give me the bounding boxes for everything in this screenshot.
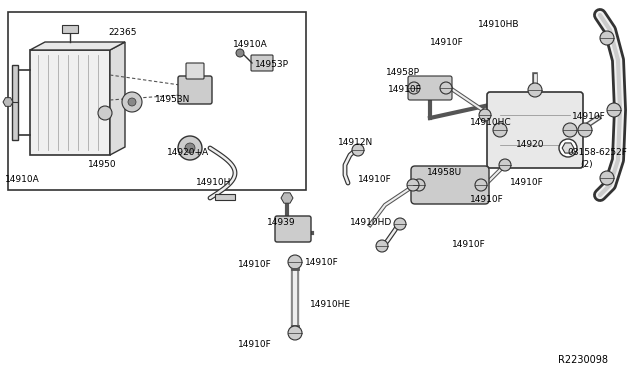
Text: 14920+A: 14920+A xyxy=(167,148,209,157)
FancyBboxPatch shape xyxy=(30,50,110,155)
Circle shape xyxy=(288,326,302,340)
Text: 14920: 14920 xyxy=(516,140,545,149)
Text: 14910HE: 14910HE xyxy=(310,300,351,309)
Circle shape xyxy=(607,103,621,117)
Text: 14910HB: 14910HB xyxy=(478,20,520,29)
FancyBboxPatch shape xyxy=(186,63,204,79)
Bar xyxy=(62,25,78,33)
Text: 14910HC: 14910HC xyxy=(470,118,511,127)
Circle shape xyxy=(413,179,425,191)
Text: 14953N: 14953N xyxy=(155,95,190,104)
FancyBboxPatch shape xyxy=(275,216,311,242)
Circle shape xyxy=(493,123,507,137)
Circle shape xyxy=(185,143,195,153)
Polygon shape xyxy=(30,42,125,50)
FancyBboxPatch shape xyxy=(408,76,452,100)
Circle shape xyxy=(479,109,491,121)
FancyBboxPatch shape xyxy=(251,55,273,71)
Circle shape xyxy=(236,49,244,57)
Text: 14958U: 14958U xyxy=(427,168,462,177)
Text: 14910A: 14910A xyxy=(5,175,40,184)
Circle shape xyxy=(578,123,592,137)
Circle shape xyxy=(122,92,142,112)
Circle shape xyxy=(499,159,511,171)
Circle shape xyxy=(600,31,614,45)
Bar xyxy=(215,194,235,200)
Circle shape xyxy=(178,136,202,160)
FancyBboxPatch shape xyxy=(178,76,212,104)
Circle shape xyxy=(394,218,406,230)
Circle shape xyxy=(128,98,136,106)
Text: 14910F: 14910F xyxy=(510,178,544,187)
Text: 14910F: 14910F xyxy=(572,112,605,121)
Text: 14912N: 14912N xyxy=(338,138,373,147)
Circle shape xyxy=(563,123,577,137)
Text: 22365: 22365 xyxy=(108,28,136,37)
Circle shape xyxy=(600,171,614,185)
Text: 14950: 14950 xyxy=(88,160,116,169)
Text: 14910H: 14910H xyxy=(196,178,232,187)
Circle shape xyxy=(352,144,364,156)
Text: 14910F: 14910F xyxy=(470,195,504,204)
Circle shape xyxy=(528,83,542,97)
Circle shape xyxy=(475,179,487,191)
Polygon shape xyxy=(110,42,125,155)
Circle shape xyxy=(440,82,452,94)
Circle shape xyxy=(98,106,112,120)
Bar xyxy=(8,12,306,190)
Circle shape xyxy=(407,179,419,191)
Text: 14953P: 14953P xyxy=(255,60,289,69)
Text: 14939: 14939 xyxy=(267,218,296,227)
Text: 14958P: 14958P xyxy=(386,68,420,77)
FancyBboxPatch shape xyxy=(487,92,583,168)
Text: 14910A: 14910A xyxy=(233,40,268,49)
Text: 14910F: 14910F xyxy=(388,85,422,94)
Text: 14910F: 14910F xyxy=(238,340,272,349)
Circle shape xyxy=(408,82,420,94)
Text: 14910F: 14910F xyxy=(238,260,272,269)
Circle shape xyxy=(376,240,388,252)
Text: 14910F: 14910F xyxy=(430,38,464,47)
Circle shape xyxy=(288,255,302,269)
Circle shape xyxy=(559,139,577,157)
Text: 08158-6252F: 08158-6252F xyxy=(567,148,627,157)
Text: R2230098: R2230098 xyxy=(558,355,608,365)
Text: (2): (2) xyxy=(580,160,593,169)
Text: 14910F: 14910F xyxy=(452,240,486,249)
Bar xyxy=(12,65,18,140)
Text: 14910HD: 14910HD xyxy=(350,218,392,227)
Text: 14910F: 14910F xyxy=(358,175,392,184)
FancyBboxPatch shape xyxy=(411,166,489,204)
Text: 14910F: 14910F xyxy=(305,258,339,267)
